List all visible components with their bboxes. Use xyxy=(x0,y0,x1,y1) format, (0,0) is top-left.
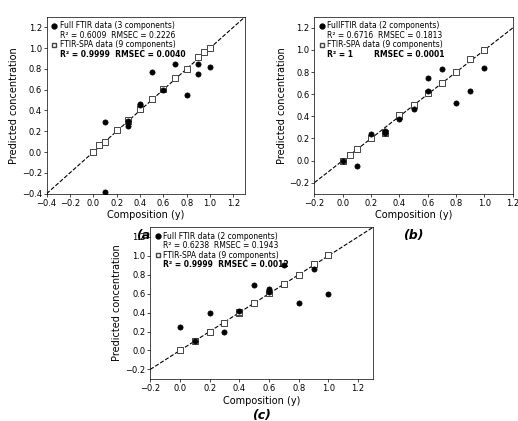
Point xyxy=(148,69,156,75)
Point xyxy=(280,281,288,288)
Point xyxy=(353,163,361,169)
Point xyxy=(112,127,121,133)
Point xyxy=(194,60,203,67)
Point xyxy=(367,135,375,142)
Point xyxy=(206,309,214,316)
Point xyxy=(280,262,288,269)
Point xyxy=(346,152,354,158)
Point xyxy=(353,146,361,153)
Text: (a): (a) xyxy=(136,229,156,242)
Legend: FullFTIR data (2 components), R² = 0.6716  RMSEC = 0.1813, FTIR-SPA data (9 comp: FullFTIR data (2 components), R² = 0.671… xyxy=(318,21,445,59)
Point xyxy=(171,75,179,82)
Point xyxy=(235,309,243,316)
Legend: Full FTIR data (3 components), R² = 0.6009  RMSEC = 0.2226, FTIR-SPA data (9 com: Full FTIR data (3 components), R² = 0.60… xyxy=(50,21,186,59)
Y-axis label: Predicted concentration: Predicted concentration xyxy=(277,47,286,164)
Point xyxy=(324,251,333,258)
Point xyxy=(220,328,228,335)
Point xyxy=(200,49,208,56)
Point xyxy=(136,101,144,108)
Point xyxy=(235,307,243,314)
Point xyxy=(89,149,97,155)
Y-axis label: Predicted concentration: Predicted concentration xyxy=(9,47,19,164)
Point xyxy=(466,88,474,94)
Point xyxy=(136,102,144,109)
Point xyxy=(101,119,109,125)
X-axis label: Composition (y): Composition (y) xyxy=(375,210,452,220)
Point xyxy=(124,117,133,124)
Point xyxy=(381,130,390,136)
Point xyxy=(438,80,446,87)
Point xyxy=(309,261,318,268)
Point xyxy=(295,300,303,306)
Point xyxy=(410,105,418,112)
Point xyxy=(480,64,488,71)
Point xyxy=(191,338,199,344)
Point xyxy=(480,47,488,53)
Point xyxy=(124,117,133,124)
Text: (c): (c) xyxy=(252,409,271,421)
Point xyxy=(206,45,214,51)
Point xyxy=(194,54,203,61)
Point xyxy=(339,157,347,164)
X-axis label: Composition (y): Composition (y) xyxy=(107,210,184,220)
Point xyxy=(381,127,390,134)
Point xyxy=(206,328,214,335)
Point xyxy=(250,300,258,306)
Legend: Full FTIR data (2 components), R² = 0.6238  RMSEC = 0.1943, FTIR-SPA data (9 com: Full FTIR data (2 components), R² = 0.62… xyxy=(154,231,290,270)
Point xyxy=(452,69,461,75)
Point xyxy=(206,64,214,70)
Point xyxy=(438,65,446,72)
Point xyxy=(194,71,203,77)
Point xyxy=(136,106,144,113)
X-axis label: Composition (y): Composition (y) xyxy=(223,396,300,405)
Point xyxy=(191,338,199,344)
Point xyxy=(424,74,432,81)
Point xyxy=(339,157,347,164)
Point xyxy=(176,347,184,354)
Point xyxy=(324,290,333,297)
Point xyxy=(424,88,432,94)
Point xyxy=(466,56,474,62)
Point xyxy=(95,141,103,148)
Point xyxy=(235,308,243,315)
Y-axis label: Predicted concentration: Predicted concentration xyxy=(112,245,122,362)
Point xyxy=(395,112,404,119)
Point xyxy=(220,320,228,326)
Point xyxy=(148,96,156,102)
Point xyxy=(424,90,432,96)
Point xyxy=(176,323,184,330)
Point xyxy=(265,288,273,295)
Point xyxy=(367,131,375,137)
Point xyxy=(295,271,303,278)
Point xyxy=(182,91,191,98)
Point xyxy=(101,188,109,195)
Point xyxy=(309,266,318,272)
Point xyxy=(250,282,258,288)
Point xyxy=(171,60,179,67)
Point xyxy=(265,289,273,296)
Point xyxy=(159,86,167,93)
Point xyxy=(410,102,418,109)
Point xyxy=(265,285,273,292)
Point xyxy=(452,100,461,107)
Point xyxy=(395,113,404,120)
Point xyxy=(159,85,167,92)
Point xyxy=(395,115,404,122)
Text: (b): (b) xyxy=(404,229,424,242)
Point xyxy=(381,130,390,136)
Point xyxy=(101,138,109,145)
Point xyxy=(124,123,133,129)
Point xyxy=(182,66,191,72)
Point xyxy=(124,117,133,123)
